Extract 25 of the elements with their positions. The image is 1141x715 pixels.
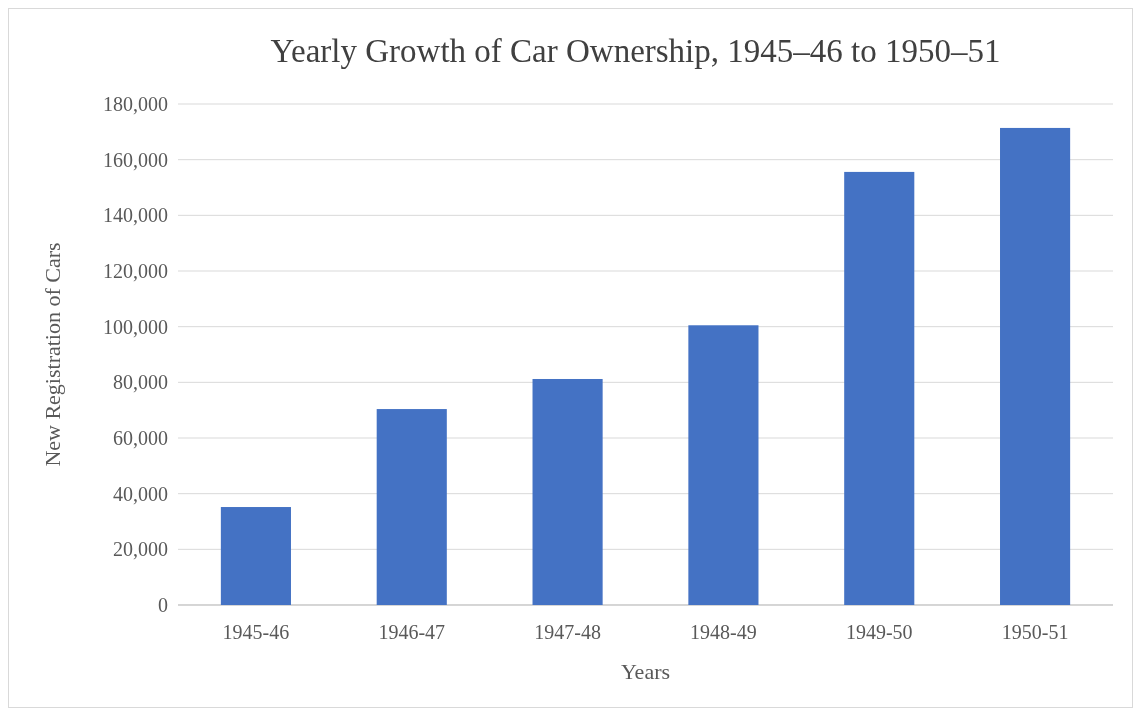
x-tick-label: 1945-46 [222, 621, 290, 643]
y-tick-label: 100,000 [103, 315, 168, 338]
bar [1000, 127, 1071, 605]
bar [844, 171, 915, 605]
y-tick-label: 20,000 [113, 538, 168, 561]
bar [220, 507, 291, 605]
y-tick-label: 0 [158, 594, 168, 616]
y-tick-label: 60,000 [113, 427, 168, 449]
y-tick-label: 140,000 [103, 204, 168, 227]
bar [532, 378, 603, 605]
y-axis-title: New Registration of Cars [40, 242, 65, 467]
y-tick-label: 180,000 [103, 93, 168, 115]
chart-title: Yearly Growth of Car Ownership, 1945–46 to 1950–51 [270, 33, 1001, 69]
bar [688, 325, 759, 605]
x-tick-label: 1949-50 [845, 621, 913, 643]
x-tick-label: 1946-47 [378, 621, 446, 643]
x-tick-label: 1948-49 [690, 621, 757, 643]
bar [376, 409, 447, 605]
y-tick-label: 160,000 [103, 148, 168, 171]
x-axis-title: Years [620, 659, 671, 684]
y-tick-label: 120,000 [103, 260, 168, 282]
y-tick-label: 80,000 [113, 371, 168, 394]
y-tick-label: 40,000 [113, 482, 168, 505]
x-tick-label: 1947-48 [534, 621, 601, 643]
x-tick-label: 1950-51 [1001, 621, 1069, 643]
